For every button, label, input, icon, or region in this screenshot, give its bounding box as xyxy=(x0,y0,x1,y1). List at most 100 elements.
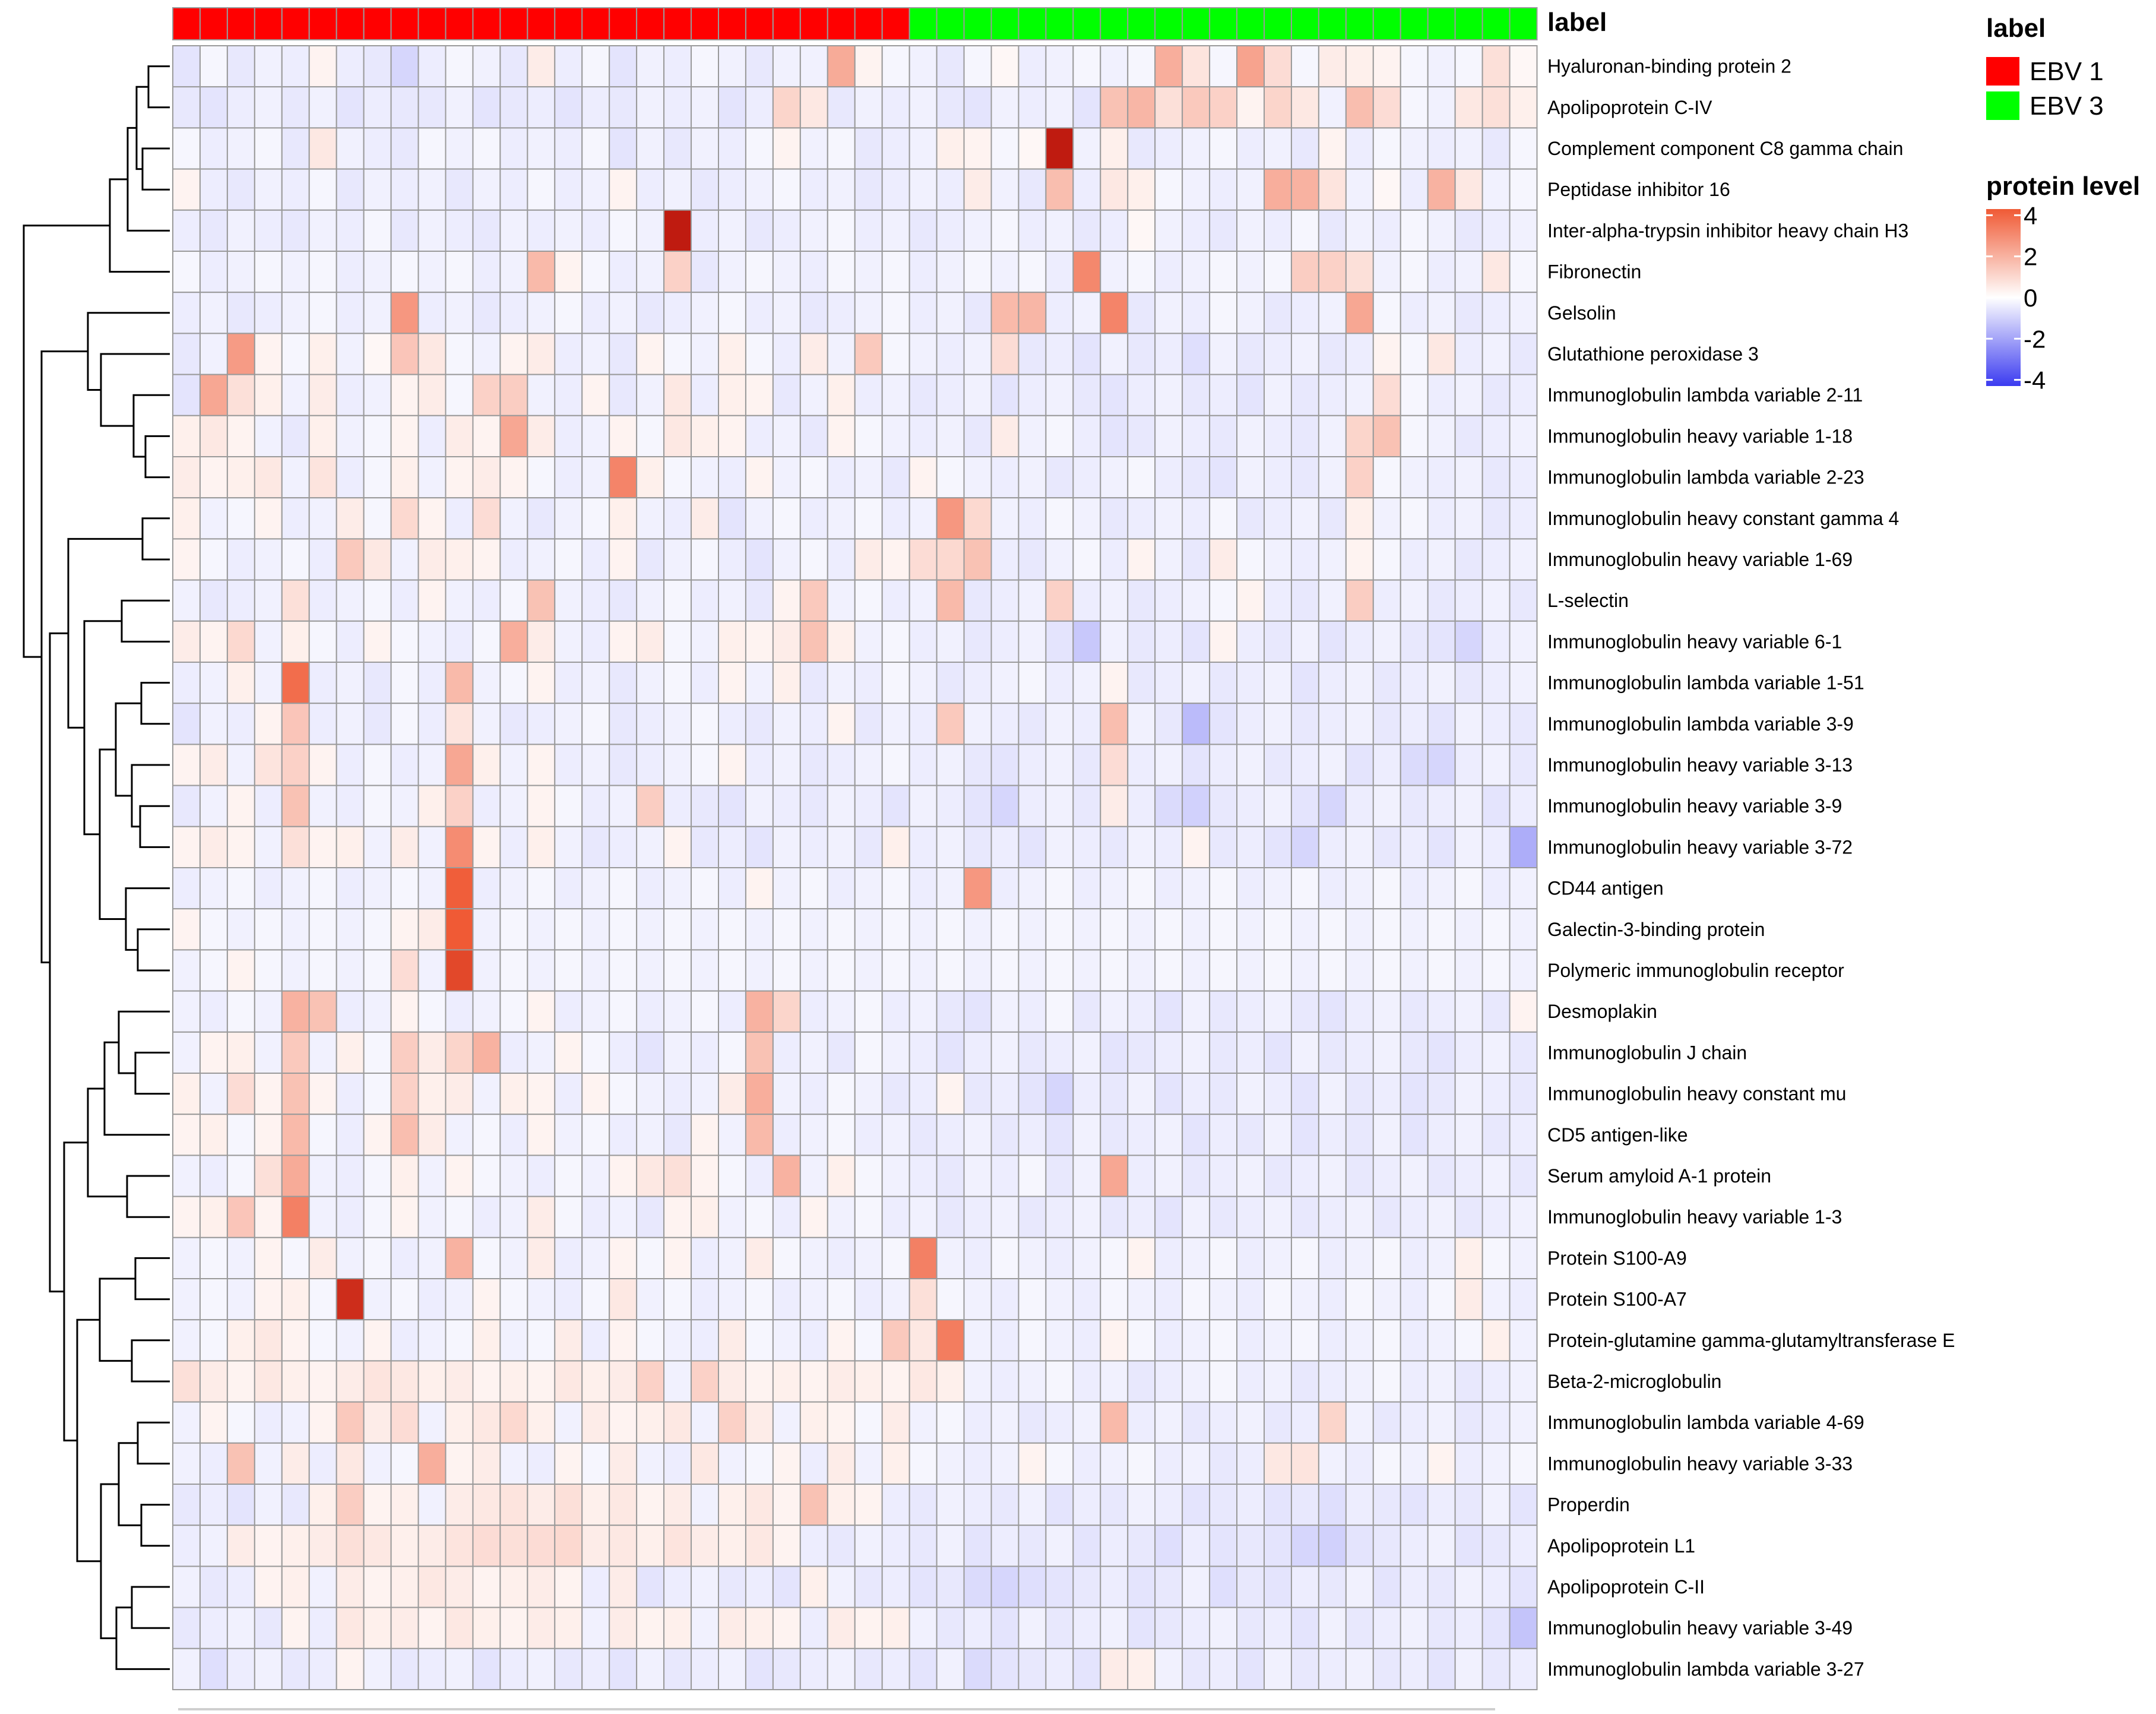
heatmap-cell xyxy=(1427,333,1456,375)
heatmap-cell xyxy=(308,1073,337,1115)
row-label: Immunoglobulin heavy variable 1-69 xyxy=(1547,549,1853,570)
heatmap-cell xyxy=(1154,1196,1183,1238)
heatmap-cell xyxy=(1509,251,1538,293)
heatmap-cell xyxy=(445,1647,474,1691)
heatmap-cell xyxy=(936,1237,965,1280)
annotation-cell xyxy=(335,7,365,40)
heatmap-cell xyxy=(1072,1647,1101,1691)
heatmap-cell xyxy=(854,127,883,170)
heatmap-cell xyxy=(691,1647,720,1691)
heatmap-cell xyxy=(390,415,419,457)
heatmap-cell xyxy=(363,1607,392,1649)
heatmap-cell xyxy=(1400,497,1429,540)
heatmap-cell xyxy=(1427,744,1456,786)
heatmap-cell xyxy=(963,1073,992,1115)
heatmap-cell xyxy=(854,949,883,992)
heatmap-cell xyxy=(417,497,447,540)
heatmap-cell xyxy=(445,292,474,334)
heatmap-cell xyxy=(1481,908,1511,951)
heatmap-cell xyxy=(1045,826,1074,869)
heatmap-cell xyxy=(363,703,392,745)
heatmap-cell xyxy=(527,1525,556,1567)
heatmap-cell xyxy=(990,1566,1020,1608)
heatmap-cell xyxy=(226,1607,255,1649)
heatmap-cell xyxy=(881,168,910,211)
heatmap-cell xyxy=(1209,333,1238,375)
annotation-cell xyxy=(1182,7,1211,40)
heatmap-cell xyxy=(636,662,665,704)
heatmap-cell xyxy=(172,1278,201,1321)
heatmap-cell xyxy=(1345,497,1374,540)
heatmap-cell xyxy=(281,949,310,992)
heatmap-cell xyxy=(417,333,447,375)
heatmap-cell xyxy=(772,497,801,540)
heatmap-cell xyxy=(199,251,228,293)
heatmap-cell xyxy=(609,1278,638,1321)
heatmap-cell xyxy=(554,785,583,827)
heatmap-cell xyxy=(936,292,965,334)
heatmap-cell xyxy=(308,374,337,416)
heatmap-cell xyxy=(1072,1278,1101,1321)
heatmap-cell xyxy=(417,1484,447,1526)
heatmap-cell xyxy=(335,1525,365,1567)
heatmap-cell xyxy=(1018,1360,1047,1403)
heatmap-cell xyxy=(963,744,992,786)
heatmap-cell xyxy=(226,744,255,786)
heatmap-cell xyxy=(1509,867,1538,910)
heatmap-cell xyxy=(799,209,828,252)
heatmap-cell xyxy=(172,415,201,457)
heatmap-cell xyxy=(1045,1647,1074,1691)
heatmap-cell xyxy=(772,1319,801,1362)
heatmap-cell xyxy=(963,662,992,704)
heatmap-cell xyxy=(1318,1647,1347,1691)
heatmap-cell xyxy=(527,497,556,540)
heatmap-cell xyxy=(1481,1647,1511,1691)
heatmap-cell xyxy=(527,127,556,170)
heatmap-cell xyxy=(990,1647,1020,1691)
heatmap-cell xyxy=(527,86,556,129)
heatmap-cell xyxy=(745,1401,774,1444)
heatmap-cell xyxy=(1481,1401,1511,1444)
heatmap-cell xyxy=(172,1360,201,1403)
heatmap-cell xyxy=(827,127,856,170)
heatmap-cell xyxy=(363,908,392,951)
heatmap-cell xyxy=(499,251,528,293)
heatmap-cell xyxy=(691,1196,720,1238)
row-label: Immunoglobulin heavy variable 1-18 xyxy=(1547,425,1853,447)
heatmap-cell xyxy=(718,1607,746,1649)
heatmap-cell xyxy=(335,168,365,211)
heatmap-cell xyxy=(1018,415,1047,457)
heatmap-cell xyxy=(1154,1647,1183,1691)
heatmap-cell xyxy=(417,374,447,416)
heatmap-cell xyxy=(663,1566,692,1608)
heatmap-cell xyxy=(1400,949,1429,992)
heatmap-cell xyxy=(417,251,447,293)
heatmap-cell xyxy=(554,1401,583,1444)
heatmap-cell xyxy=(827,1031,856,1074)
heatmap-cell xyxy=(772,1031,801,1074)
heatmap-cell xyxy=(1018,826,1047,869)
heatmap-cell xyxy=(1154,785,1183,827)
heatmap-cell xyxy=(1209,908,1238,951)
heatmap-cell xyxy=(1454,620,1483,663)
heatmap-cell xyxy=(1182,456,1211,499)
annotation-cell xyxy=(1236,7,1265,40)
heatmap-cell xyxy=(390,45,419,88)
heatmap-cell xyxy=(936,1031,965,1074)
heatmap-cell xyxy=(854,86,883,129)
heatmap-cell xyxy=(199,45,228,88)
heatmap-cell xyxy=(1072,990,1101,1033)
heatmap-cell xyxy=(1372,456,1401,499)
heatmap-cell xyxy=(281,1607,310,1649)
heatmap-cell xyxy=(936,251,965,293)
heatmap-cell xyxy=(281,497,310,540)
heatmap-cell xyxy=(636,908,665,951)
row-label: Immunoglobulin heavy variable 3-72 xyxy=(1547,836,1853,858)
heatmap-cell xyxy=(1290,1401,1319,1444)
heatmap-cell xyxy=(1481,292,1511,334)
heatmap-cell xyxy=(718,1278,746,1321)
heatmap-cell xyxy=(1182,579,1211,622)
heatmap-cell xyxy=(1236,415,1265,457)
heatmap-cell xyxy=(1427,1607,1456,1649)
heatmap-cell xyxy=(445,209,474,252)
